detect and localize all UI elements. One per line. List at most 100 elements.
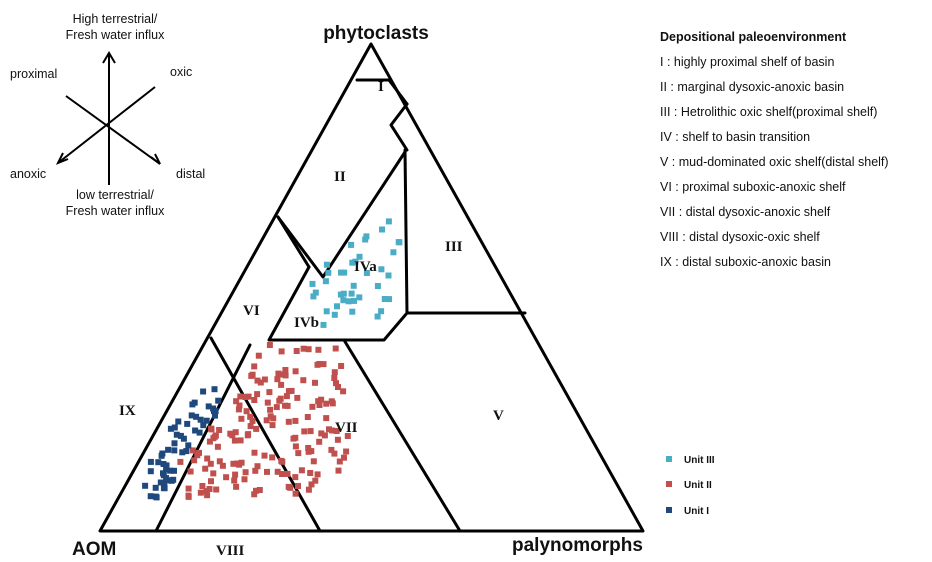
sample-point-unit-ii — [338, 363, 345, 369]
sample-point-unit-i — [200, 388, 207, 395]
sample-point-unit-i — [167, 425, 174, 432]
sample-point-unit-ii — [312, 477, 319, 484]
sample-point-unit-iii — [356, 294, 363, 301]
sample-point-unit-ii — [305, 346, 312, 353]
sample-point-unit-iii — [385, 272, 392, 279]
sample-point-unit-ii — [269, 454, 276, 461]
zone-label-V: V — [493, 408, 504, 424]
sample-point-unit-ii — [292, 368, 299, 375]
sample-point-unit-ii — [312, 379, 318, 386]
sample-point-unit-ii — [295, 450, 302, 457]
sample-point-unit-ii — [275, 370, 282, 377]
sample-point-unit-iii — [378, 266, 385, 273]
sample-point-unit-i — [147, 458, 154, 465]
sample-point-unit-iii — [323, 261, 330, 268]
sample-point-unit-ii — [316, 438, 323, 445]
vertex-label-palynomorphs: palynomorphs — [512, 535, 643, 556]
zone-label-VII: VII — [335, 420, 358, 436]
sample-point-unit-ii — [185, 493, 192, 500]
sample-point-unit-ii — [257, 379, 264, 386]
boundary-VII-VIII — [154, 343, 252, 533]
sample-point-unit-iii — [348, 241, 355, 248]
boundary-I — [355, 78, 409, 106]
axis-label-bottom-1: low terrestrial/ — [76, 188, 154, 202]
sample-point-unit-iii — [381, 296, 388, 302]
sample-point-unit-ii — [343, 448, 350, 455]
sample-point-unit-ii — [185, 485, 192, 492]
sample-point-unit-i — [158, 452, 165, 459]
sample-point-unit-ii — [284, 470, 291, 477]
sample-point-unit-ii — [340, 388, 347, 395]
sample-point-unit-ii — [238, 459, 245, 466]
axis-label-bottom-2: Fresh water influx — [66, 204, 165, 218]
sample-point-unit-ii — [320, 361, 327, 368]
sample-point-unit-ii — [245, 431, 252, 438]
ternary-outline — [98, 42, 645, 533]
sample-point-unit-ii — [301, 428, 308, 435]
sample-point-unit-iii — [362, 236, 369, 243]
legend-item: II : marginal dysoxic-anoxic basin — [660, 80, 844, 94]
sample-point-unit-ii — [328, 398, 335, 405]
sample-point-unit-ii — [206, 486, 213, 492]
zone-label-IX: IX — [119, 403, 136, 419]
axis-label-proximal: proximal — [10, 67, 57, 81]
sample-point-unit-ii — [253, 487, 259, 494]
sample-point-unit-ii — [231, 477, 238, 484]
sample-point-unit-ii — [263, 417, 270, 424]
sample-point-unit-iii — [363, 270, 370, 276]
sample-point-unit-ii — [274, 468, 281, 475]
sample-point-unit-i — [152, 493, 159, 500]
sample-point-unit-ii — [333, 380, 339, 387]
sample-point-unit-iii — [325, 269, 332, 276]
sample-point-unit-ii — [235, 406, 242, 413]
sample-point-unit-i — [168, 477, 175, 484]
sample-point-unit-ii — [264, 468, 270, 475]
sample-point-unit-ii — [242, 394, 249, 400]
vertex-label-phytoclasts: phytoclasts — [323, 23, 429, 44]
zone-label-IVa: IVa — [354, 259, 377, 275]
sample-point-unit-i — [163, 466, 170, 473]
sample-point-unit-i — [196, 429, 203, 436]
sample-point-unit-i — [142, 482, 149, 489]
sample-point-unit-iii — [349, 308, 356, 315]
sample-point-unit-ii — [344, 433, 351, 439]
sample-point-unit-ii — [304, 414, 311, 420]
sample-point-unit-ii — [266, 389, 273, 396]
sample-point-unit-ii — [191, 457, 198, 464]
sample-point-unit-ii — [187, 468, 194, 475]
sample-point-unit-ii — [202, 465, 209, 472]
legend-item: IX : distal suboxic-anoxic basin — [660, 255, 831, 269]
unit-swatch-unit-ii — [666, 481, 672, 487]
sample-point-unit-iii — [378, 308, 385, 315]
sample-point-unit-iii — [334, 303, 340, 310]
sample-point-unit-ii — [278, 381, 285, 388]
sample-point-unit-ii — [336, 458, 343, 465]
sample-point-unit-ii — [267, 413, 274, 420]
sample-point-unit-ii — [254, 463, 261, 470]
sample-point-unit-ii — [210, 470, 217, 477]
sample-point-unit-iii — [312, 289, 319, 296]
sample-point-unit-ii — [314, 471, 321, 478]
sample-point-unit-i — [189, 401, 196, 408]
sample-point-unit-i — [171, 424, 178, 431]
sample-point-unit-ii — [292, 443, 299, 450]
legend-item: V : mud-dominated oxic shelf(distal shel… — [660, 155, 889, 169]
sample-point-unit-ii — [233, 398, 240, 405]
sample-point-unit-i — [147, 493, 154, 500]
sample-point-unit-iii — [390, 249, 397, 256]
sample-point-unit-i — [183, 448, 190, 455]
sample-point-unit-ii — [269, 422, 276, 429]
sample-point-unit-ii — [249, 371, 256, 378]
sample-point-unit-ii — [310, 458, 317, 465]
sample-point-unit-ii — [305, 486, 312, 493]
sample-point-unit-i — [165, 446, 172, 453]
sample-point-unit-ii — [216, 458, 223, 465]
legend-item: IV : shelf to basin transition — [660, 130, 810, 144]
sample-point-unit-ii — [282, 367, 289, 373]
sample-point-unit-iii — [322, 278, 329, 285]
sample-point-unit-ii — [285, 418, 292, 425]
sample-point-unit-ii — [284, 402, 291, 409]
sample-point-unit-ii — [251, 397, 258, 403]
sample-point-unit-ii — [292, 490, 299, 497]
sample-point-unit-ii — [331, 450, 338, 457]
